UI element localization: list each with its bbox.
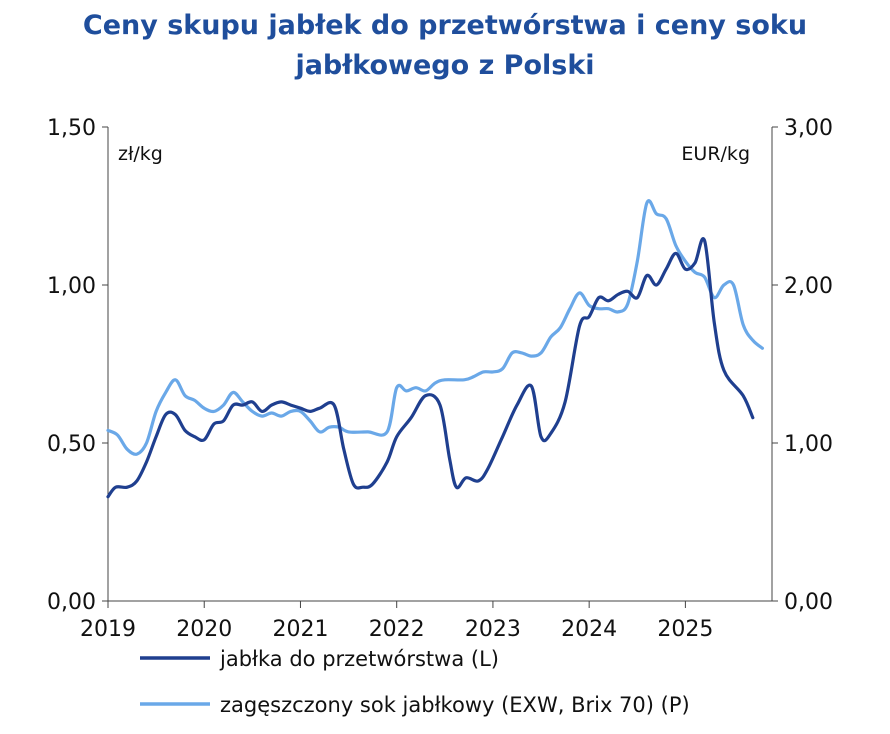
chart-title-line-2: jabłkowego z Polski [295, 50, 595, 81]
left-tick-label: 1,50 [47, 116, 96, 141]
right-tick-label: 3,00 [784, 116, 833, 141]
x-tick-label: 2025 [657, 617, 713, 642]
legend-item: jabłka do przetwórstwa (L) [140, 647, 499, 671]
left-tick-label: 0,50 [47, 432, 96, 457]
right-tick-label: 0,00 [784, 590, 833, 615]
chart-title: Ceny skupu jabłek do przetwórstwa i ceny… [0, 6, 890, 86]
left-axis-unit: zł/kg [118, 143, 163, 165]
left-tick-label: 0,00 [47, 590, 96, 615]
right-tick-label: 2,00 [784, 274, 833, 299]
x-tick-label: 2022 [369, 617, 425, 642]
right-tick-label: 1,00 [784, 432, 833, 457]
chart-title-line-1: Ceny skupu jabłek do przetwórstwa i ceny… [82, 10, 808, 41]
x-tick-label: 2024 [561, 617, 617, 642]
x-tick-label: 2019 [80, 617, 136, 642]
series-line-jablka [106, 237, 755, 499]
legend-item: zagęszczony sok jabłkowy (EXW, Brix 70) … [140, 693, 690, 717]
left-tick-label: 1,00 [47, 274, 96, 299]
x-tick-label: 2023 [465, 617, 521, 642]
right-axis-unit: EUR/kg [681, 143, 750, 165]
legend-label: zagęszczony sok jabłkowy (EXW, Brix 70) … [220, 693, 690, 717]
legend-label: jabłka do przetwórstwa (L) [219, 647, 499, 671]
series-line-sok [106, 199, 764, 456]
x-tick-label: 2021 [272, 617, 328, 642]
x-tick-label: 2020 [176, 617, 232, 642]
